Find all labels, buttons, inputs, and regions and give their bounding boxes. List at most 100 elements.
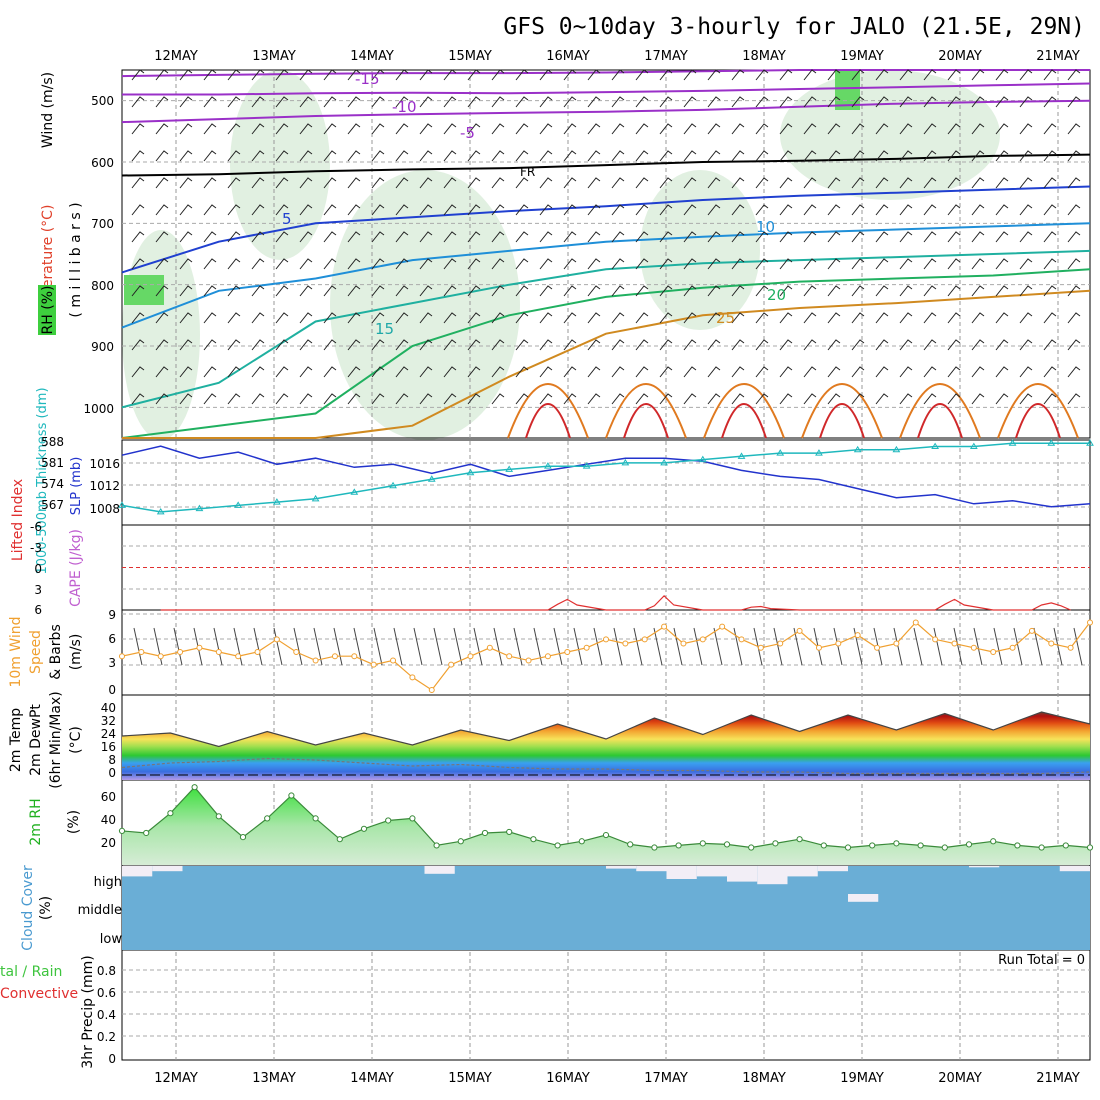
surface-wind-barb [653,627,663,666]
wind-speed-marker [390,657,397,664]
wind-barb [467,69,481,81]
wind-barb [899,69,913,81]
isotherm-label-5: 5 [282,210,292,228]
thickness-marker [698,455,707,463]
wind-barb [275,258,289,270]
wind-barb [779,366,793,378]
wind-barb [731,150,745,162]
wind-barb [683,69,697,81]
rh-marker [675,842,682,849]
surface-wind-barb [953,627,963,666]
wind-barb [635,366,649,378]
wind-barb [1019,285,1033,297]
wind-barb [179,339,193,351]
wind-barb [683,96,697,108]
wind-barb [419,366,433,378]
lifted-index-line [160,594,1071,611]
wind-barb [227,204,241,216]
wind-barb [1043,339,1057,351]
wind-barb [323,204,337,216]
ylabel-6hr-minmax: (6hr Min/Max) [48,691,64,788]
wind-barb [1067,258,1081,270]
wind-barb [395,393,409,405]
top-date-17may: 17MAY [644,49,688,64]
wind-barb [395,96,409,108]
wind-barb [1019,258,1033,270]
wind-barb [251,366,265,378]
wind-barb [419,123,433,135]
wind-barb [155,204,169,216]
cloud-gap [696,866,727,877]
wind-speed-marker [603,636,609,643]
thickness-marker [156,507,165,515]
cloud-gap [636,866,667,872]
wind-barb [515,150,529,162]
wind-barb [803,393,817,405]
rh-marker [748,844,755,851]
rh-marker [844,844,852,851]
wind-barb [923,258,937,270]
ylabel-2m-dewpt: 2m DewPt [28,704,44,776]
wind-barb [323,177,337,189]
wind-barb [827,204,841,216]
wind-barb [779,204,793,216]
wind-barb [683,258,697,270]
wind-barb [875,312,889,324]
wind-barb [491,123,505,135]
wind-barb [323,393,337,405]
tick-p02: 0.2 [97,1030,116,1044]
wind-speed-marker [874,644,881,651]
wind-barb [587,285,601,297]
tick-567: 567 [41,498,64,512]
chart-title: GFS 0~10day 3-hourly for JALO (21.5E, 29… [503,14,1085,40]
warm-contour [703,383,785,439]
wind-barb [755,69,769,81]
wind-barb [419,69,433,81]
tick-p04: 0.4 [97,1008,116,1022]
wind-barb [251,204,265,216]
wind-barb [755,312,769,324]
warm-contour [507,383,589,439]
wind-barb [1043,69,1057,81]
wind-barb [443,285,457,297]
wind-barb [419,150,433,162]
wind-barb [155,393,169,405]
isotherm-label-m15: -15 [355,70,380,88]
wind-barb [1019,177,1033,189]
wind-barb [395,69,409,81]
wind-barb [227,231,241,243]
surface-wind-barb [933,627,943,666]
bottom-date-17may: 17MAY [644,1071,688,1086]
rh-marker [820,842,827,849]
wind-barb [851,366,865,378]
thickness-line [121,442,1090,513]
wind-barb [947,339,961,351]
ylabel-thickness: 1000-500mb Thickness (dm) [35,387,50,574]
wind-speed-marker [932,636,939,643]
wind-barb [563,366,577,378]
wind-barb [1067,285,1081,297]
surface-wind-barb [153,627,163,666]
wind-barb [947,96,961,108]
wind-barb [995,312,1009,324]
warm-contour [917,403,963,439]
wind-barb [1019,69,1033,81]
wind-barb [803,258,817,270]
wind-barb [659,339,673,351]
wind-speed-marker [544,653,551,660]
wind-barb [899,150,913,162]
wind-barb [251,339,265,351]
wind-barb [875,177,889,189]
rh-shading [124,275,164,305]
wind-barb [731,366,745,378]
warm-contour [623,403,669,439]
wind-barb [611,231,625,243]
wind-barb [563,96,577,108]
wind-speed-marker [738,636,745,643]
rh-marker [433,842,440,849]
wind-barb [347,177,361,189]
surface-wind-barb [993,627,1003,666]
rh-panel: 2m RH (%) 60 40 20 [28,790,116,850]
wind-barb [587,69,601,81]
